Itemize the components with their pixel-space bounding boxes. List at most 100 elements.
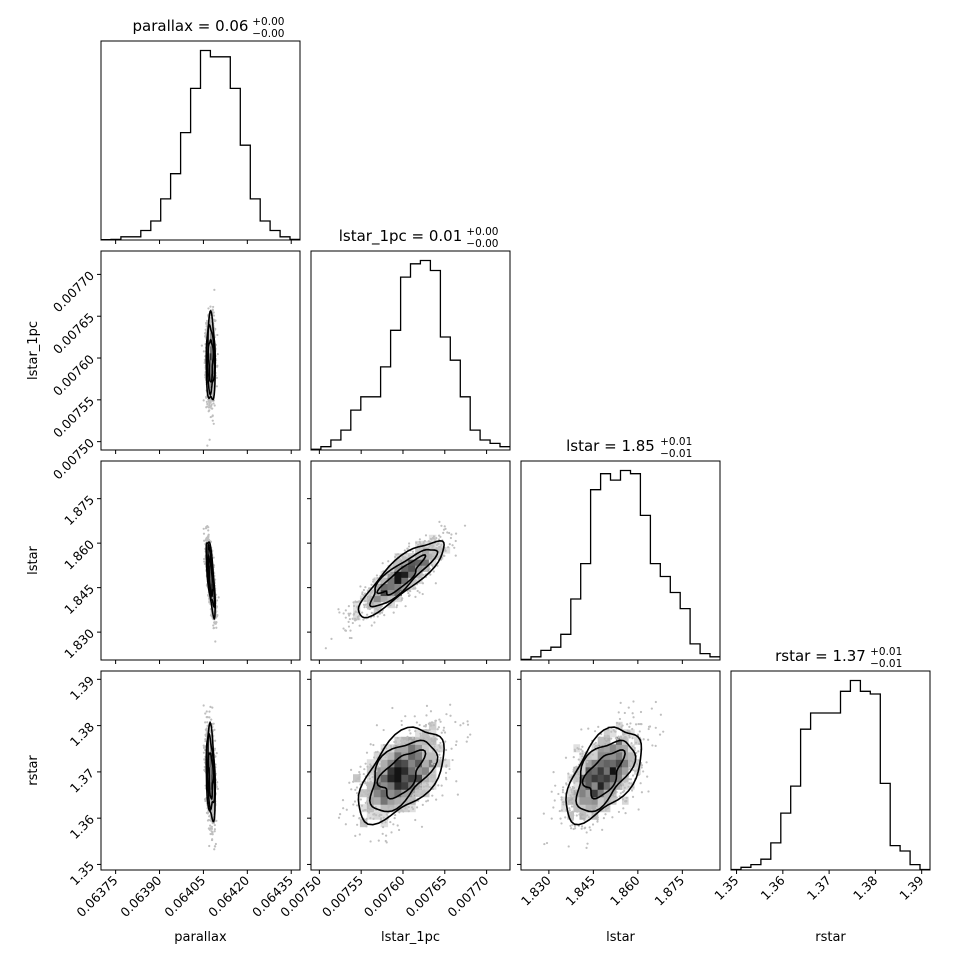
sample-point <box>415 541 418 544</box>
sample-point <box>593 743 596 746</box>
sample-point <box>422 785 425 788</box>
density-cell <box>380 577 389 584</box>
sample-point <box>622 733 625 736</box>
sample-point <box>575 765 578 768</box>
density-cell <box>415 552 423 560</box>
sample-point <box>204 335 207 338</box>
density-cell <box>387 571 396 578</box>
density-cell <box>211 352 213 361</box>
sample-point <box>396 553 400 556</box>
sample-point <box>407 542 411 545</box>
sample-point <box>581 755 584 758</box>
hist-frame <box>310 250 511 451</box>
sample-point <box>418 787 422 790</box>
sample-point <box>459 724 462 727</box>
density-cell <box>615 766 623 775</box>
density-cell <box>428 552 437 560</box>
density-cell <box>209 759 211 768</box>
sample-point <box>630 789 634 792</box>
sample-point <box>367 786 370 789</box>
sample-point <box>348 781 351 784</box>
density-cell <box>591 804 599 813</box>
sample-point <box>407 592 410 595</box>
sample-point <box>565 783 568 786</box>
x-tick-label: 1.36 <box>757 873 787 903</box>
sample-point <box>352 803 355 806</box>
sample-point <box>617 711 620 714</box>
sample-point <box>432 776 435 779</box>
sample-point <box>215 626 218 629</box>
sample-point <box>600 738 603 741</box>
sample-point <box>454 532 458 535</box>
sample-point <box>369 817 372 820</box>
sample-point <box>559 817 562 820</box>
y-tick-label: 1.875 <box>61 492 97 528</box>
sample-point <box>393 817 396 820</box>
sample-point <box>581 752 584 755</box>
density-cell <box>609 766 617 775</box>
sample-point <box>415 721 418 724</box>
sample-point <box>437 726 440 729</box>
sample-point <box>632 700 635 703</box>
sample-point <box>392 823 395 826</box>
density-cell <box>380 804 389 813</box>
sample-point <box>619 792 622 795</box>
sample-point <box>596 818 599 821</box>
sample-point <box>423 569 427 572</box>
sample-point <box>217 596 220 599</box>
sample-point <box>560 822 563 825</box>
sample-point <box>379 758 383 762</box>
density-cell <box>212 595 214 603</box>
sample-point <box>453 546 456 549</box>
sample-point <box>654 726 657 729</box>
sample-point <box>390 831 393 834</box>
density-cell <box>394 589 402 597</box>
sample-point <box>637 722 640 726</box>
density-cell <box>591 774 599 783</box>
contour-level-1 <box>207 554 215 598</box>
sample-point <box>414 587 417 590</box>
sample-point <box>211 833 214 836</box>
density-cell <box>210 774 212 783</box>
sample-point <box>598 736 601 739</box>
x-tick-label: 1.845 <box>562 873 598 909</box>
density-cell <box>621 744 629 753</box>
sample-point <box>619 786 623 790</box>
sample-point <box>204 740 207 743</box>
sample-point <box>462 722 465 725</box>
sample-point <box>404 556 407 559</box>
density-cell <box>210 339 212 347</box>
sample-point <box>573 803 576 806</box>
density-cell <box>421 540 430 548</box>
sample-point <box>358 773 361 776</box>
density-cell <box>373 796 382 805</box>
hist-panel-lstar_1pc <box>310 250 511 451</box>
sample-point <box>365 817 368 820</box>
sample-point <box>364 801 367 804</box>
density-cell <box>209 352 211 361</box>
sample-point <box>574 789 578 792</box>
sample-point <box>575 814 578 817</box>
sample-point <box>418 591 421 594</box>
sample-point <box>381 562 384 565</box>
title-sup-rstar: +0.01 <box>870 646 902 658</box>
sample-point <box>432 761 435 764</box>
sample-point <box>449 703 452 706</box>
sample-point <box>431 750 435 753</box>
density-cell <box>415 789 423 798</box>
sample-point <box>425 785 428 788</box>
sample-point <box>627 785 630 788</box>
sample-point <box>431 556 435 559</box>
sample-point <box>440 784 443 787</box>
title-sup-lstar_1pc: +0.00 <box>466 226 498 238</box>
sample-point <box>353 612 356 615</box>
density-cell <box>561 804 568 813</box>
sample-point <box>202 744 205 747</box>
hist-frame <box>520 460 721 661</box>
sample-point <box>422 781 425 784</box>
sample-point <box>207 529 210 532</box>
sample-point <box>204 799 207 803</box>
sample-point <box>211 706 214 709</box>
sample-point <box>625 796 628 799</box>
